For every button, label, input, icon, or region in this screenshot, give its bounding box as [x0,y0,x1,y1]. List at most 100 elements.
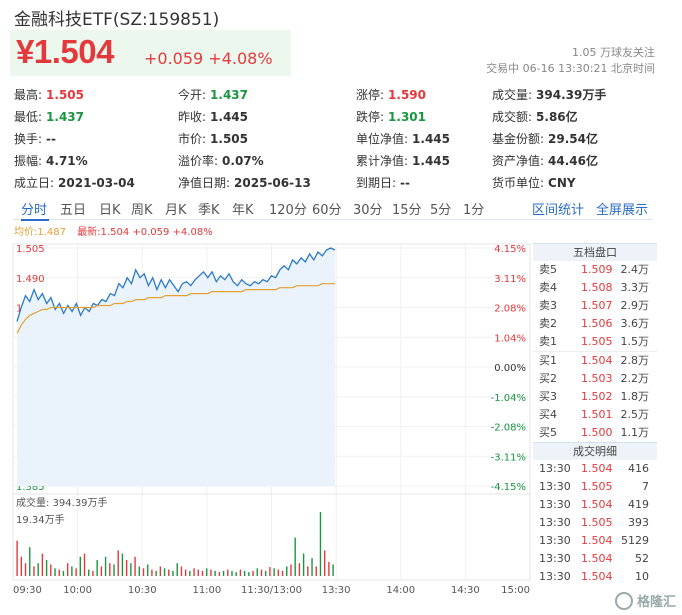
ask-row-qty: 3.3万 [620,281,650,294]
trade-row-price: 1.505 [581,516,613,529]
volume-bar [269,567,271,576]
stat-value: 1.505 [210,132,249,146]
volume-bar [147,564,149,576]
tab-period[interactable]: 月K [165,203,187,218]
ask-row-price: 1.508 [581,281,613,294]
volume-bar [75,568,77,576]
stat-cell: 累计净值: 1.445 [356,152,450,169]
volume-bar [189,570,191,576]
stat-value: 4.71% [46,154,88,168]
volume-bar [155,570,157,576]
trade-row-qty: 10 [635,570,649,583]
volume-bar [134,556,136,576]
ask-row: 卖3 1.507 2.9万 [533,297,657,315]
volume-bar [117,550,119,576]
stat-value: 1.445 [412,132,451,146]
ask-row: 卖5 1.509 2.4万 [533,261,657,279]
price-area [17,248,335,486]
volume-bar [239,569,242,576]
ask-row: 卖4 1.508 3.3万 [533,279,657,297]
volume-bar [96,560,98,576]
stat-label: 成交量: [492,88,533,102]
tab-period[interactable]: 15分 [392,203,422,218]
intraday-chart[interactable]: 1.5054.15%1.4903.11%1.4752.08%1.4601.04%… [0,236,532,606]
volume-bar [307,566,309,576]
stat-label: 市价: [178,132,207,146]
tab-period[interactable]: 季K [198,203,220,218]
volume-bar [290,564,292,576]
volume-bar [138,566,140,576]
y-tick-label: 1.490 [16,274,45,285]
tab-period[interactable]: 60分 [312,203,342,218]
stat-value: 1.445 [412,154,451,168]
volume-bar [83,553,86,576]
bid-row-qty: 1.1万 [620,426,650,439]
volume-bar [328,561,330,576]
stats-row: 最低: 1.437 昨收: 1.445 跌停: 1.301 成交额: 5.86亿 [14,106,654,128]
stat-value: 394.39万手 [536,88,607,102]
volume-bar [210,569,212,576]
stat-cell: 货币单位: CNY [492,174,576,191]
volume-bar [277,569,280,576]
range-stats-button[interactable]: 区间统计 [532,203,585,218]
tab-period[interactable]: 5分 [430,203,452,218]
tab-period[interactable]: 30分 [353,203,383,218]
x-tick-label: 14:30 [451,585,480,596]
pct-tick-label: 1.04% [494,333,526,344]
volume-bar [231,570,233,576]
tab-period[interactable]: 分时 [21,203,48,218]
tab-period[interactable]: 1分 [463,203,485,218]
ask-row-label: 卖1 [539,335,557,348]
stat-cell: 昨收: 1.445 [178,108,248,125]
volume-bar [113,564,115,576]
current-price: ¥1.504 [16,33,114,70]
volume-bar [214,570,216,576]
volume-bar [256,568,258,576]
volume-bar [92,570,94,576]
ask-row-qty: 2.4万 [620,263,650,276]
stat-value: -- [400,176,411,190]
trade-row-label: 13:30 [539,570,571,583]
stat-cell: 单位净值: 1.445 [356,130,450,147]
volume-bar [58,569,60,576]
stat-value: 1.445 [210,110,249,124]
stat-value: 29.54亿 [548,132,599,146]
orderbook-divider [533,351,657,352]
volume-bar [159,566,162,576]
ask-row-label: 卖2 [539,317,557,330]
ask-row: 卖1 1.505 1.5万 [533,333,657,351]
fullscreen-button[interactable]: 全屏展示 [596,203,649,218]
tab-period[interactable]: 五日 [60,203,87,218]
tab-period[interactable]: 周K [131,203,153,218]
ask-row-price: 1.506 [581,317,613,330]
tab-period[interactable]: 年K [232,203,254,218]
page-title: 金融科技ETF(SZ:159851) [14,10,220,30]
stat-cell: 净值日期: 2025-06-13 [178,174,311,191]
tab-period[interactable]: 日K [99,203,121,218]
bid-row-qty: 1.8万 [620,390,650,403]
ask-row-label: 卖5 [539,263,557,276]
volume-bar [222,570,225,576]
trade-row: 13:30 1.504 416 [533,460,657,478]
bid-row: 买5 1.500 1.1万 [533,424,657,442]
avg-line [16,283,335,334]
trade-row-label: 13:30 [539,498,571,511]
stat-value: 44.46亿 [548,154,599,168]
bid-row-price: 1.500 [581,426,613,439]
bid-row-label: 买5 [539,426,557,439]
stat-cell: 跌停: 1.301 [356,108,426,125]
tab-period[interactable]: 120分 [269,203,307,218]
stat-value: 0.07% [222,154,264,168]
volume-bar [235,572,237,576]
stat-cell: 最低: 1.437 [14,108,84,125]
order-book-panel: 五档盘口 卖5 1.509 2.4万 卖4 1.508 3.3万 卖3 1.507 2.9万 卖2 1… [533,243,657,586]
stat-value: CNY [548,176,576,190]
bid-row-price: 1.501 [581,408,613,421]
stat-label: 货币单位: [492,176,545,190]
x-tick-label: 09:30 [13,585,42,596]
stat-cell: 溢价率: 0.07% [178,152,264,169]
volume-bar [248,572,250,576]
stat-value: 1.590 [388,88,427,102]
trade-row-qty: 419 [628,498,649,511]
ask-row-qty: 3.6万 [620,317,650,330]
